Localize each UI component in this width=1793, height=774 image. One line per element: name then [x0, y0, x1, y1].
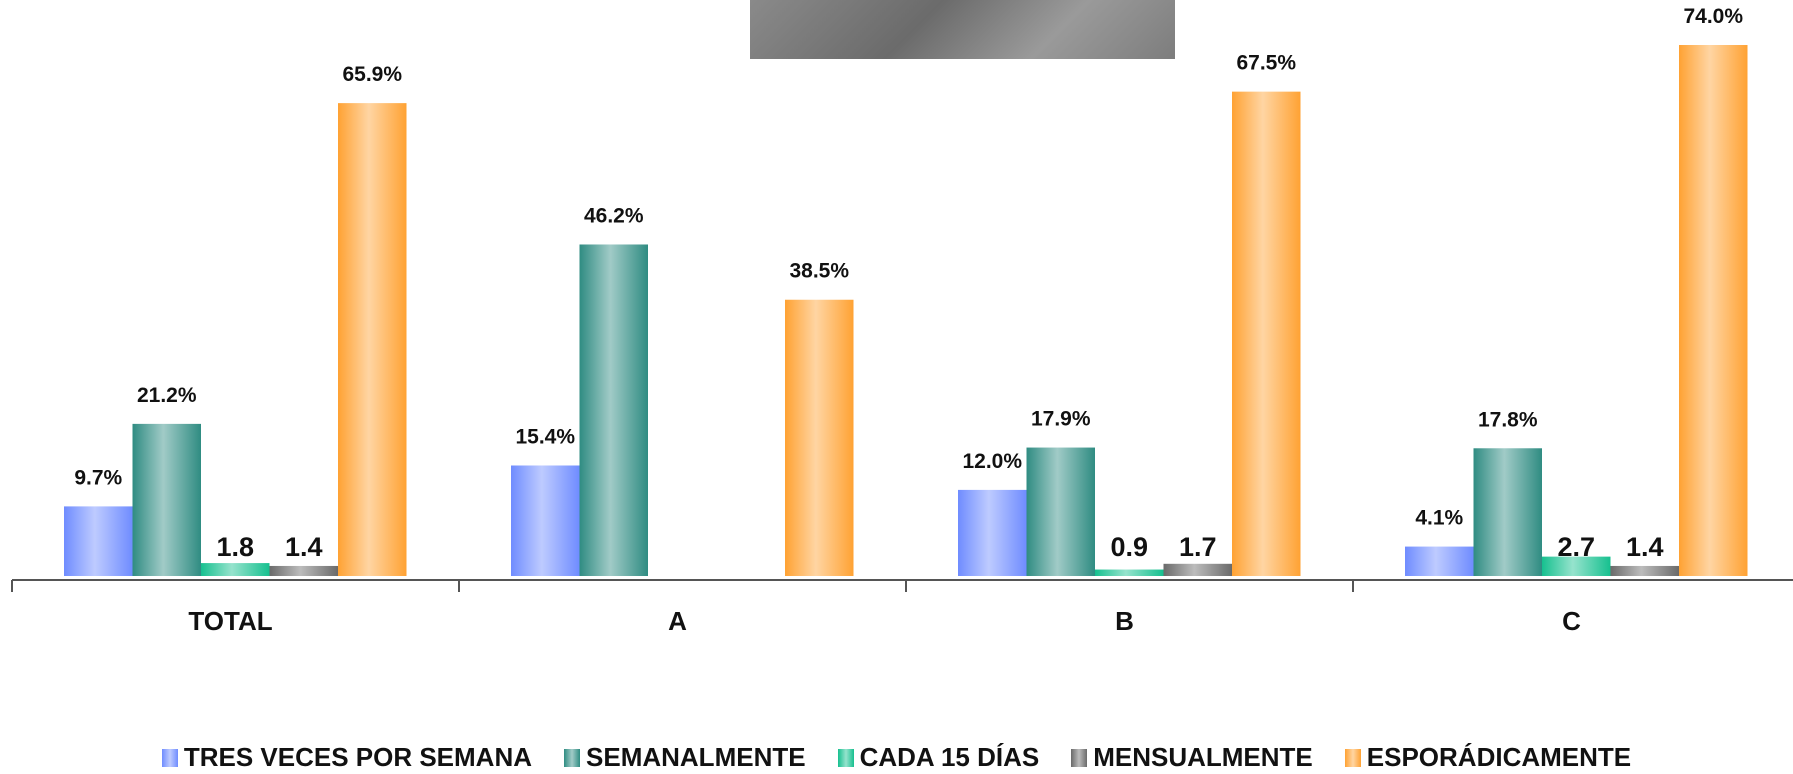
- legend-item: TRES VECES POR SEMANA: [161, 741, 533, 773]
- category-label-total: TOTAL: [188, 606, 272, 636]
- legend-swatch: [1071, 748, 1088, 767]
- bar-total-series-4: [269, 565, 338, 576]
- bar-b-series-5: [1232, 91, 1301, 576]
- category-label-b: B: [1115, 606, 1134, 636]
- data-label: 2.7: [1557, 532, 1595, 562]
- data-label: 46.2%: [584, 204, 644, 227]
- category-label-c: C: [1562, 606, 1581, 636]
- data-label: 65.9%: [342, 63, 402, 86]
- bar-a-series-5: [785, 299, 854, 576]
- bar-total-series-2: [132, 423, 201, 576]
- legend-item: ESPORÁDICAMENTE: [1344, 741, 1632, 773]
- data-label: 38.5%: [789, 260, 849, 283]
- chart-legend: TRES VECES POR SEMANA SEMANALMENTE CADA 15…: [0, 740, 1793, 773]
- data-label: 67.5%: [1236, 52, 1296, 75]
- legend-label: MENSUALMENTE: [1093, 741, 1313, 772]
- legend-item: CADA 15 DÍAS: [837, 741, 1040, 773]
- data-label: 12.0%: [962, 450, 1022, 473]
- legend-label: SEMANALMENTE: [586, 741, 806, 772]
- legend-label: CADA 15 DÍAS: [859, 741, 1040, 772]
- legend-item: MENSUALMENTE: [1071, 742, 1313, 773]
- legend-swatch: [1344, 748, 1361, 767]
- bar-b-series-4: [1163, 563, 1232, 576]
- data-label: 1.8: [216, 532, 254, 562]
- data-label: 74.0%: [1683, 5, 1743, 28]
- legend-swatch: [161, 748, 178, 767]
- legend-item: SEMANALMENTE: [564, 742, 806, 773]
- legend-swatch: [837, 748, 854, 767]
- data-label: 15.4%: [515, 425, 575, 448]
- bar-total-series-5: [338, 103, 407, 576]
- bar-c-series-3: [1542, 556, 1611, 576]
- bar-a-series-1: [511, 465, 580, 576]
- data-label: 1.4: [285, 532, 323, 562]
- bar-total-series-1: [64, 506, 133, 576]
- bar-c-series-5: [1679, 45, 1748, 576]
- legend-label: TRES VECES POR SEMANA: [183, 741, 533, 772]
- data-label: 9.7%: [74, 466, 122, 489]
- legend-swatch: [564, 748, 581, 767]
- legend-label: ESPORÁDICAMENTE: [1366, 741, 1632, 772]
- data-label: 1.4: [1626, 532, 1664, 562]
- bar-c-series-1: [1405, 546, 1474, 576]
- data-label: 1.7: [1179, 532, 1217, 562]
- data-label: 0.9: [1110, 532, 1148, 562]
- bar-c-series-2: [1473, 448, 1542, 576]
- bar-chart: 9.7% 21.2% 1.8 1.4 65.9% 15.4% 46.2% 38.5% 12.0%…: [11, 5, 1793, 636]
- bar-b-series-2: [1026, 447, 1095, 576]
- bar-b-series-3: [1095, 569, 1164, 576]
- data-label: 17.8%: [1478, 408, 1538, 431]
- bar-a-series-2: [579, 244, 648, 577]
- header-photo: [750, 0, 1175, 59]
- category-label-a: A: [668, 606, 687, 636]
- bar-b-series-1: [958, 489, 1027, 576]
- data-label: 21.2%: [137, 384, 197, 407]
- data-label: 4.1%: [1415, 507, 1463, 530]
- bar-total-series-3: [201, 563, 270, 576]
- data-label: 17.9%: [1031, 408, 1091, 431]
- bar-c-series-4: [1610, 565, 1679, 576]
